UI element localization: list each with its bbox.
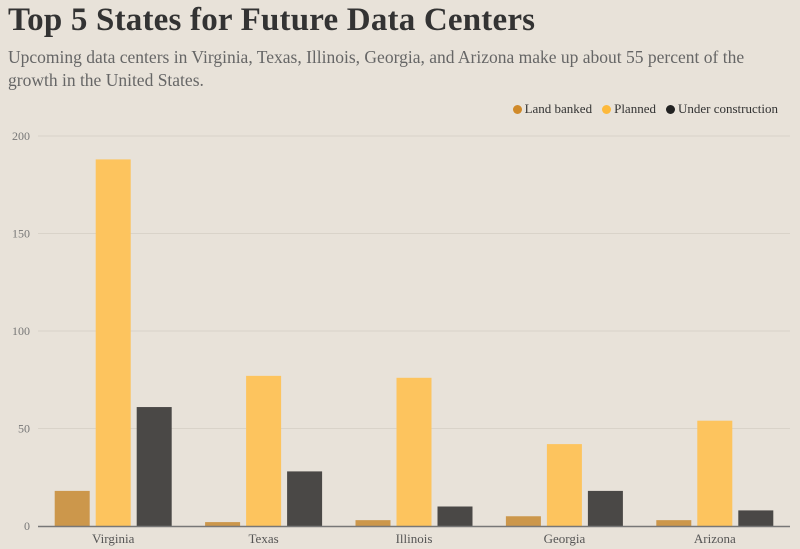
x-tick-label: Arizona [694,531,736,546]
y-tick-label: 0 [24,519,30,533]
bar-land-banked [54,490,90,526]
legend-item: Under construction [665,101,778,117]
bar-planned [246,375,282,526]
y-tick-label: 150 [12,227,30,241]
chart-subtitle: Upcoming data centers in Virginia, Texas… [8,47,745,90]
bar-land-banked [205,522,241,526]
bar-under-construction [287,471,323,526]
x-tick-label: Virginia [92,531,135,546]
bar-land-banked [355,520,391,526]
x-tick-label: Georgia [544,531,586,546]
bar-under-construction [587,490,623,526]
x-tick-label: Texas [249,531,279,546]
bar-under-construction [136,407,172,526]
bar-planned [697,420,733,526]
y-tick-label: 50 [18,422,30,436]
legend-label: Under construction [677,101,778,116]
y-tick-label: 100 [12,324,30,338]
y-tick-label: 200 [12,129,30,143]
bar-land-banked [505,516,541,526]
bar-planned [396,377,432,526]
legend-swatch [602,104,612,114]
legend-swatch [665,104,675,114]
bar-under-construction [738,510,774,526]
legend-item: Planned [602,101,656,117]
bar-planned [546,444,582,526]
legend: Land banked Planned Under construction [512,101,778,117]
bar-land-banked [656,520,692,526]
legend-label: Land banked [524,101,593,116]
legend-label: Planned [614,101,656,116]
legend-item: Land banked [512,101,593,117]
chart-title: Top 5 States for Future Data Centers [8,2,536,38]
legend-swatch [512,104,522,114]
bar-planned [95,159,131,526]
x-tick-label: Illinois [396,531,433,546]
bar-under-construction [437,506,473,526]
